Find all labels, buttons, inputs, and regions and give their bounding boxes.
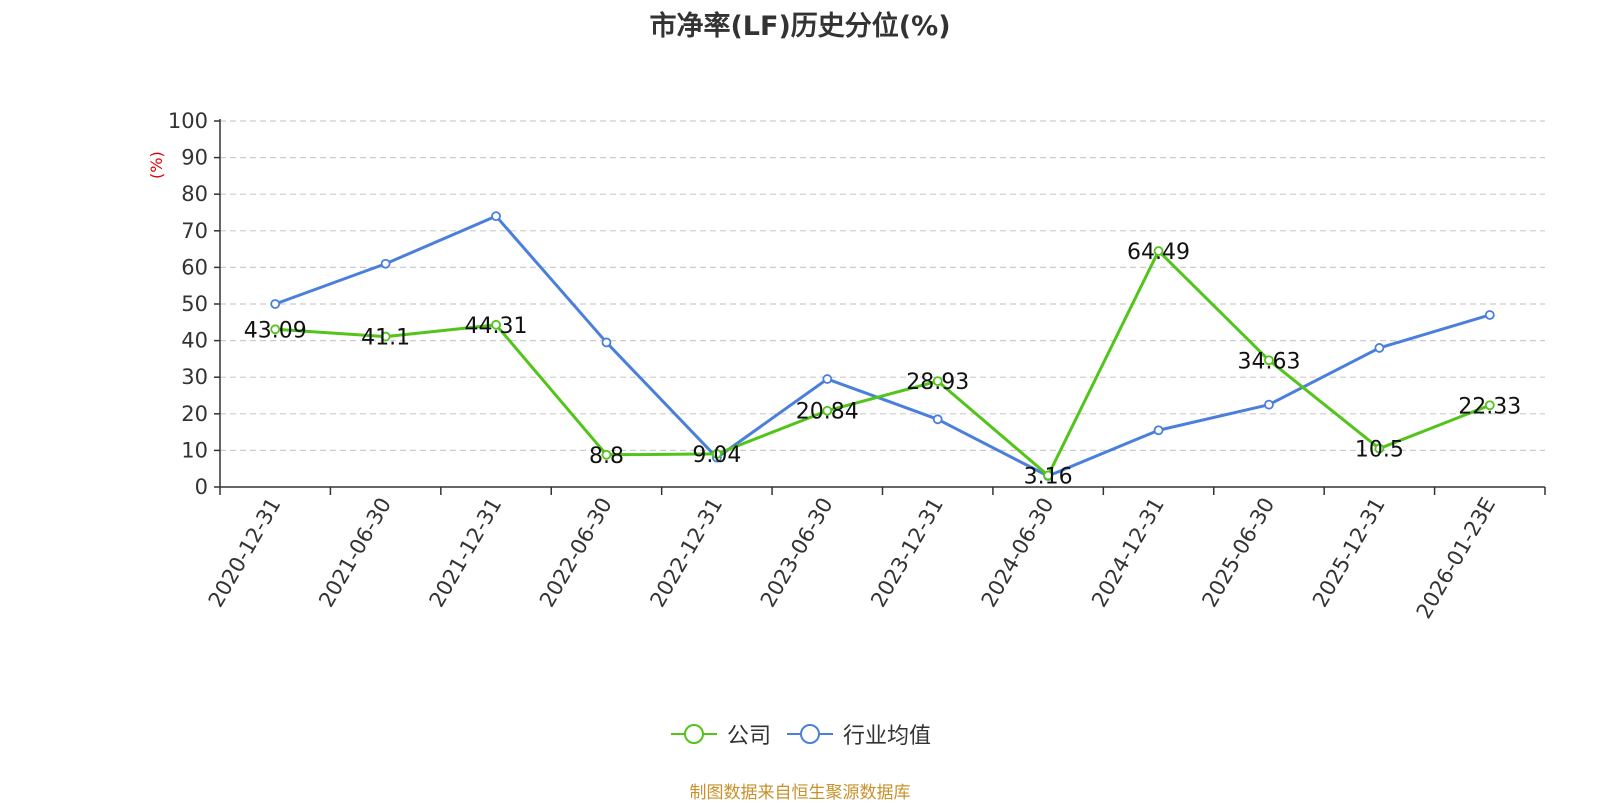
legend-industry-marker-icon [787,724,833,744]
data-label: 22.33 [1458,394,1521,419]
legend-item-company[interactable]: 公司 [669,718,771,750]
legend-company-marker-icon [670,724,717,744]
data-label: 9.04 [692,443,741,468]
data-point-industry [1264,399,1274,410]
x-tick-label: 2022-06-30 [535,494,617,612]
y-tick-label: 40 [181,329,208,353]
legend: 公司 行业均值 [0,718,1600,750]
data-point-company [822,405,833,416]
data-label: 64.49 [1127,240,1190,265]
x-tick-label: 2022-12-31 [645,494,727,612]
data-point-company [1264,355,1274,366]
y-tick-label: 50 [181,292,208,316]
x-tick-label: 2025-06-30 [1197,494,1279,612]
data-point-company [932,376,943,387]
data-point-industry [380,258,391,269]
y-tick-label: 100 [168,109,208,133]
data-label: 10.5 [1355,438,1404,463]
data-point-industry [932,414,943,425]
data-point-company [1043,470,1054,481]
data-point-industry [822,374,833,384]
data-point-company [711,449,722,459]
data-label: 43.09 [244,318,307,343]
legend-item-industry[interactable]: 行业均值 [785,718,931,750]
data-point-company [1153,246,1164,256]
data-label: 44.31 [465,314,528,339]
data-label: 34.63 [1237,349,1300,374]
data-point-company [270,324,281,335]
x-tick-label: 2023-06-30 [756,494,838,612]
legend-label-company: 公司 [726,724,771,749]
x-tick-label: 2021-06-30 [314,494,396,612]
chart-title: 市净率(LF)历史分位(%) [649,11,951,42]
y-tick-label: 10 [181,438,208,462]
data-label: 20.84 [796,400,859,425]
data-point-industry [1484,310,1495,320]
data-point-company [491,319,501,330]
y-tick-label: 80 [181,182,208,206]
data-label: 41.1 [361,326,410,351]
data-source-note: 制图数据来自恒生聚源数据库 [689,783,911,803]
series-line-industry [274,214,1491,478]
data-point-industry [1374,343,1385,353]
data-point-industry [491,211,501,222]
x-tick-label: 2023-12-31 [866,493,948,611]
data-label: 3.16 [1024,464,1073,489]
legend-label-industry: 行业均值 [843,724,932,749]
y-tick-label: 20 [181,402,208,426]
x-tick-label: 2020-12-31 [204,494,286,612]
data-point-company [1484,400,1495,411]
y-tick-label: 70 [181,219,208,243]
x-tick-label: 2025-12-31 [1308,494,1390,612]
data-label: 28.93 [906,370,969,395]
x-tick-label: 2024-06-30 [977,494,1059,612]
y-tick-label: 60 [181,255,208,279]
data-point-industry [601,337,612,348]
y-tick-label: 0 [195,475,208,499]
x-tick-label: 2021-12-31 [425,493,507,611]
x-tick-label: 2024-12-31 [1087,494,1169,612]
series-line-company [275,249,1491,477]
data-point-company [1374,443,1385,454]
data-point-industry [270,299,281,309]
data-point-industry [1153,425,1164,436]
y-tick-label: 90 [181,146,208,170]
data-point-company [601,449,612,460]
data-point-company [380,331,391,342]
data-label: 8.8 [589,444,624,469]
x-tick-label: 2026-01-23E [1412,494,1500,623]
y-tick-label: 30 [181,365,208,389]
